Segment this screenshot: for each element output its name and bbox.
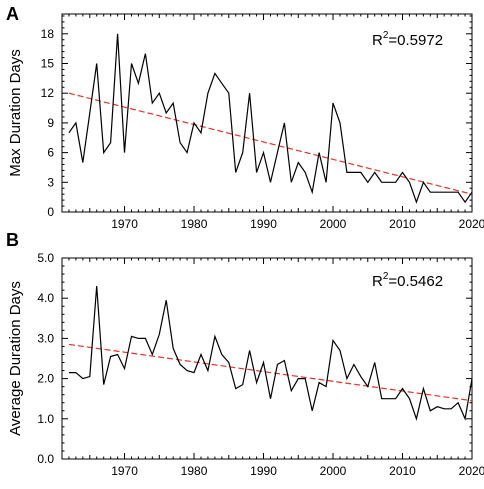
trend-line [68, 92, 473, 195]
plot-frame [61, 257, 473, 460]
y-tick-label: 6 [47, 146, 54, 160]
x-tick-label: 1970 [111, 464, 138, 478]
x-tick-label: 2000 [320, 464, 347, 478]
x-tick-label: 1990 [250, 217, 277, 231]
y-tick-label: 15 [41, 57, 55, 71]
x-tick-label: 1980 [181, 217, 208, 231]
y-tick-label: 2.0 [37, 372, 54, 386]
r-squared-annotation: R2=0.5462 [372, 271, 443, 290]
y-tick-label: 0.0 [37, 452, 54, 466]
y-tick-label: 3.0 [37, 331, 54, 345]
r-squared-annotation: R2=0.5972 [372, 30, 443, 49]
series-line [68, 286, 473, 421]
y-tick-label: 9 [47, 116, 54, 130]
panel-label: B [6, 230, 19, 250]
y-axis-label: Average Duration Days [7, 281, 24, 436]
y-tick-label: 12 [41, 86, 55, 100]
x-tick-label: 1990 [250, 464, 277, 478]
x-tick-label: 2010 [389, 217, 416, 231]
panel-label: A [6, 4, 19, 24]
y-tick-label: 18 [41, 27, 55, 41]
x-tick-label: 1980 [181, 464, 208, 478]
series-line [68, 33, 473, 204]
x-tick-label: 1970 [111, 217, 138, 231]
x-tick-label: 2020 [459, 217, 484, 231]
panel-b: 1970 1980 1990 2000 2010 2020 0.0 1.0 2.0 3.0 4.0 5… [6, 230, 484, 478]
y-tick-label: 3 [47, 175, 54, 189]
y-axis-label: Max Duration Days [7, 49, 24, 177]
y-tick-label: 0 [47, 205, 54, 219]
x-tick-label: 2000 [320, 217, 347, 231]
y-tick-label: 4.0 [37, 291, 54, 305]
y-tick-label: 5.0 [37, 251, 54, 265]
panel-a: 1970 1980 1990 2000 2010 2020 0 3 6 9 12 15 18 Max Du… [6, 4, 484, 231]
x-tick-label: 2010 [389, 464, 416, 478]
x-tick-label: 2020 [459, 464, 484, 478]
plot-frame [61, 13, 473, 213]
y-tick-label: 1.0 [37, 412, 54, 426]
trend-line [68, 343, 473, 402]
